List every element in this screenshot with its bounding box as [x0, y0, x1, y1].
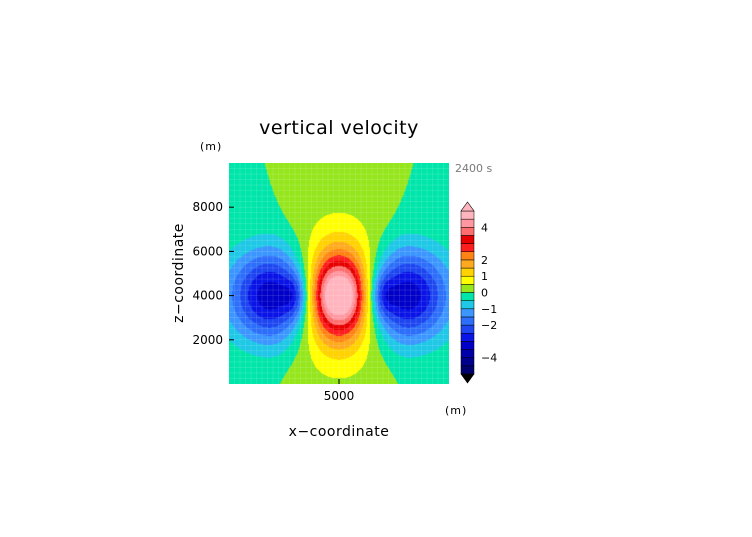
y-tick-label: 8000	[192, 200, 223, 214]
plot-area: 5000 2000 4000 6000 8000	[192, 163, 449, 403]
grid-lines	[229, 163, 449, 384]
y-tick-label: 6000	[192, 244, 223, 258]
colorbar-under-arrow	[460, 373, 475, 384]
time-label: 2400 s	[455, 162, 492, 175]
colorbar-swatch	[460, 324, 475, 334]
colorbar-swatch	[460, 243, 475, 253]
y-tick-label: 4000	[192, 289, 223, 303]
y-tick-label: 2000	[192, 333, 223, 347]
colorbar-swatch	[460, 275, 475, 285]
colorbar-swatch	[460, 218, 475, 228]
colorbar-tick-label: −1	[481, 303, 497, 316]
colorbar-swatch	[460, 365, 475, 375]
colorbar-tick-label: 2	[481, 254, 488, 267]
colorbar-swatch	[460, 316, 475, 326]
colorbar-swatch	[460, 349, 475, 358]
colorbar: 4 2 1 0 −1 −2 −4	[460, 201, 497, 384]
colorbar-tick-label: −4	[481, 352, 497, 365]
x-ticks: 5000	[324, 379, 355, 403]
colorbar-swatch	[460, 300, 475, 310]
y-ticks: 2000 4000 6000 8000	[192, 200, 234, 347]
colorbar-tick-label: 4	[481, 221, 488, 234]
colorbar-swatch	[460, 210, 475, 220]
colorbar-tick-label: 0	[481, 287, 488, 300]
colorbar-swatch	[460, 341, 475, 350]
colorbar-swatch	[460, 251, 475, 261]
colorbar-swatch	[460, 235, 475, 244]
colorbar-tick-label: 1	[481, 270, 488, 283]
colorbar-swatch	[460, 227, 475, 236]
colorbar-over-arrow	[460, 201, 475, 212]
colorbar-swatch	[460, 357, 475, 367]
y-axis-label: z−coordinate	[171, 223, 187, 323]
velocity-field	[229, 163, 449, 384]
colorbar-swatch	[460, 267, 475, 277]
chart-title: vertical velocity	[259, 117, 419, 139]
x-unit-label: (m)	[445, 404, 467, 417]
x-axis-label: x−coordinate	[289, 424, 390, 440]
x-tick-label: 5000	[324, 389, 355, 403]
colorbar-swatch	[460, 292, 475, 301]
colorbar-swatch	[460, 284, 475, 293]
y-unit-label: (m)	[200, 140, 222, 153]
colorbar-tick-label: −2	[481, 319, 497, 332]
colorbar-swatch	[460, 308, 475, 318]
colorbar-swatch	[460, 333, 475, 342]
colorbar-swatch	[460, 259, 475, 269]
